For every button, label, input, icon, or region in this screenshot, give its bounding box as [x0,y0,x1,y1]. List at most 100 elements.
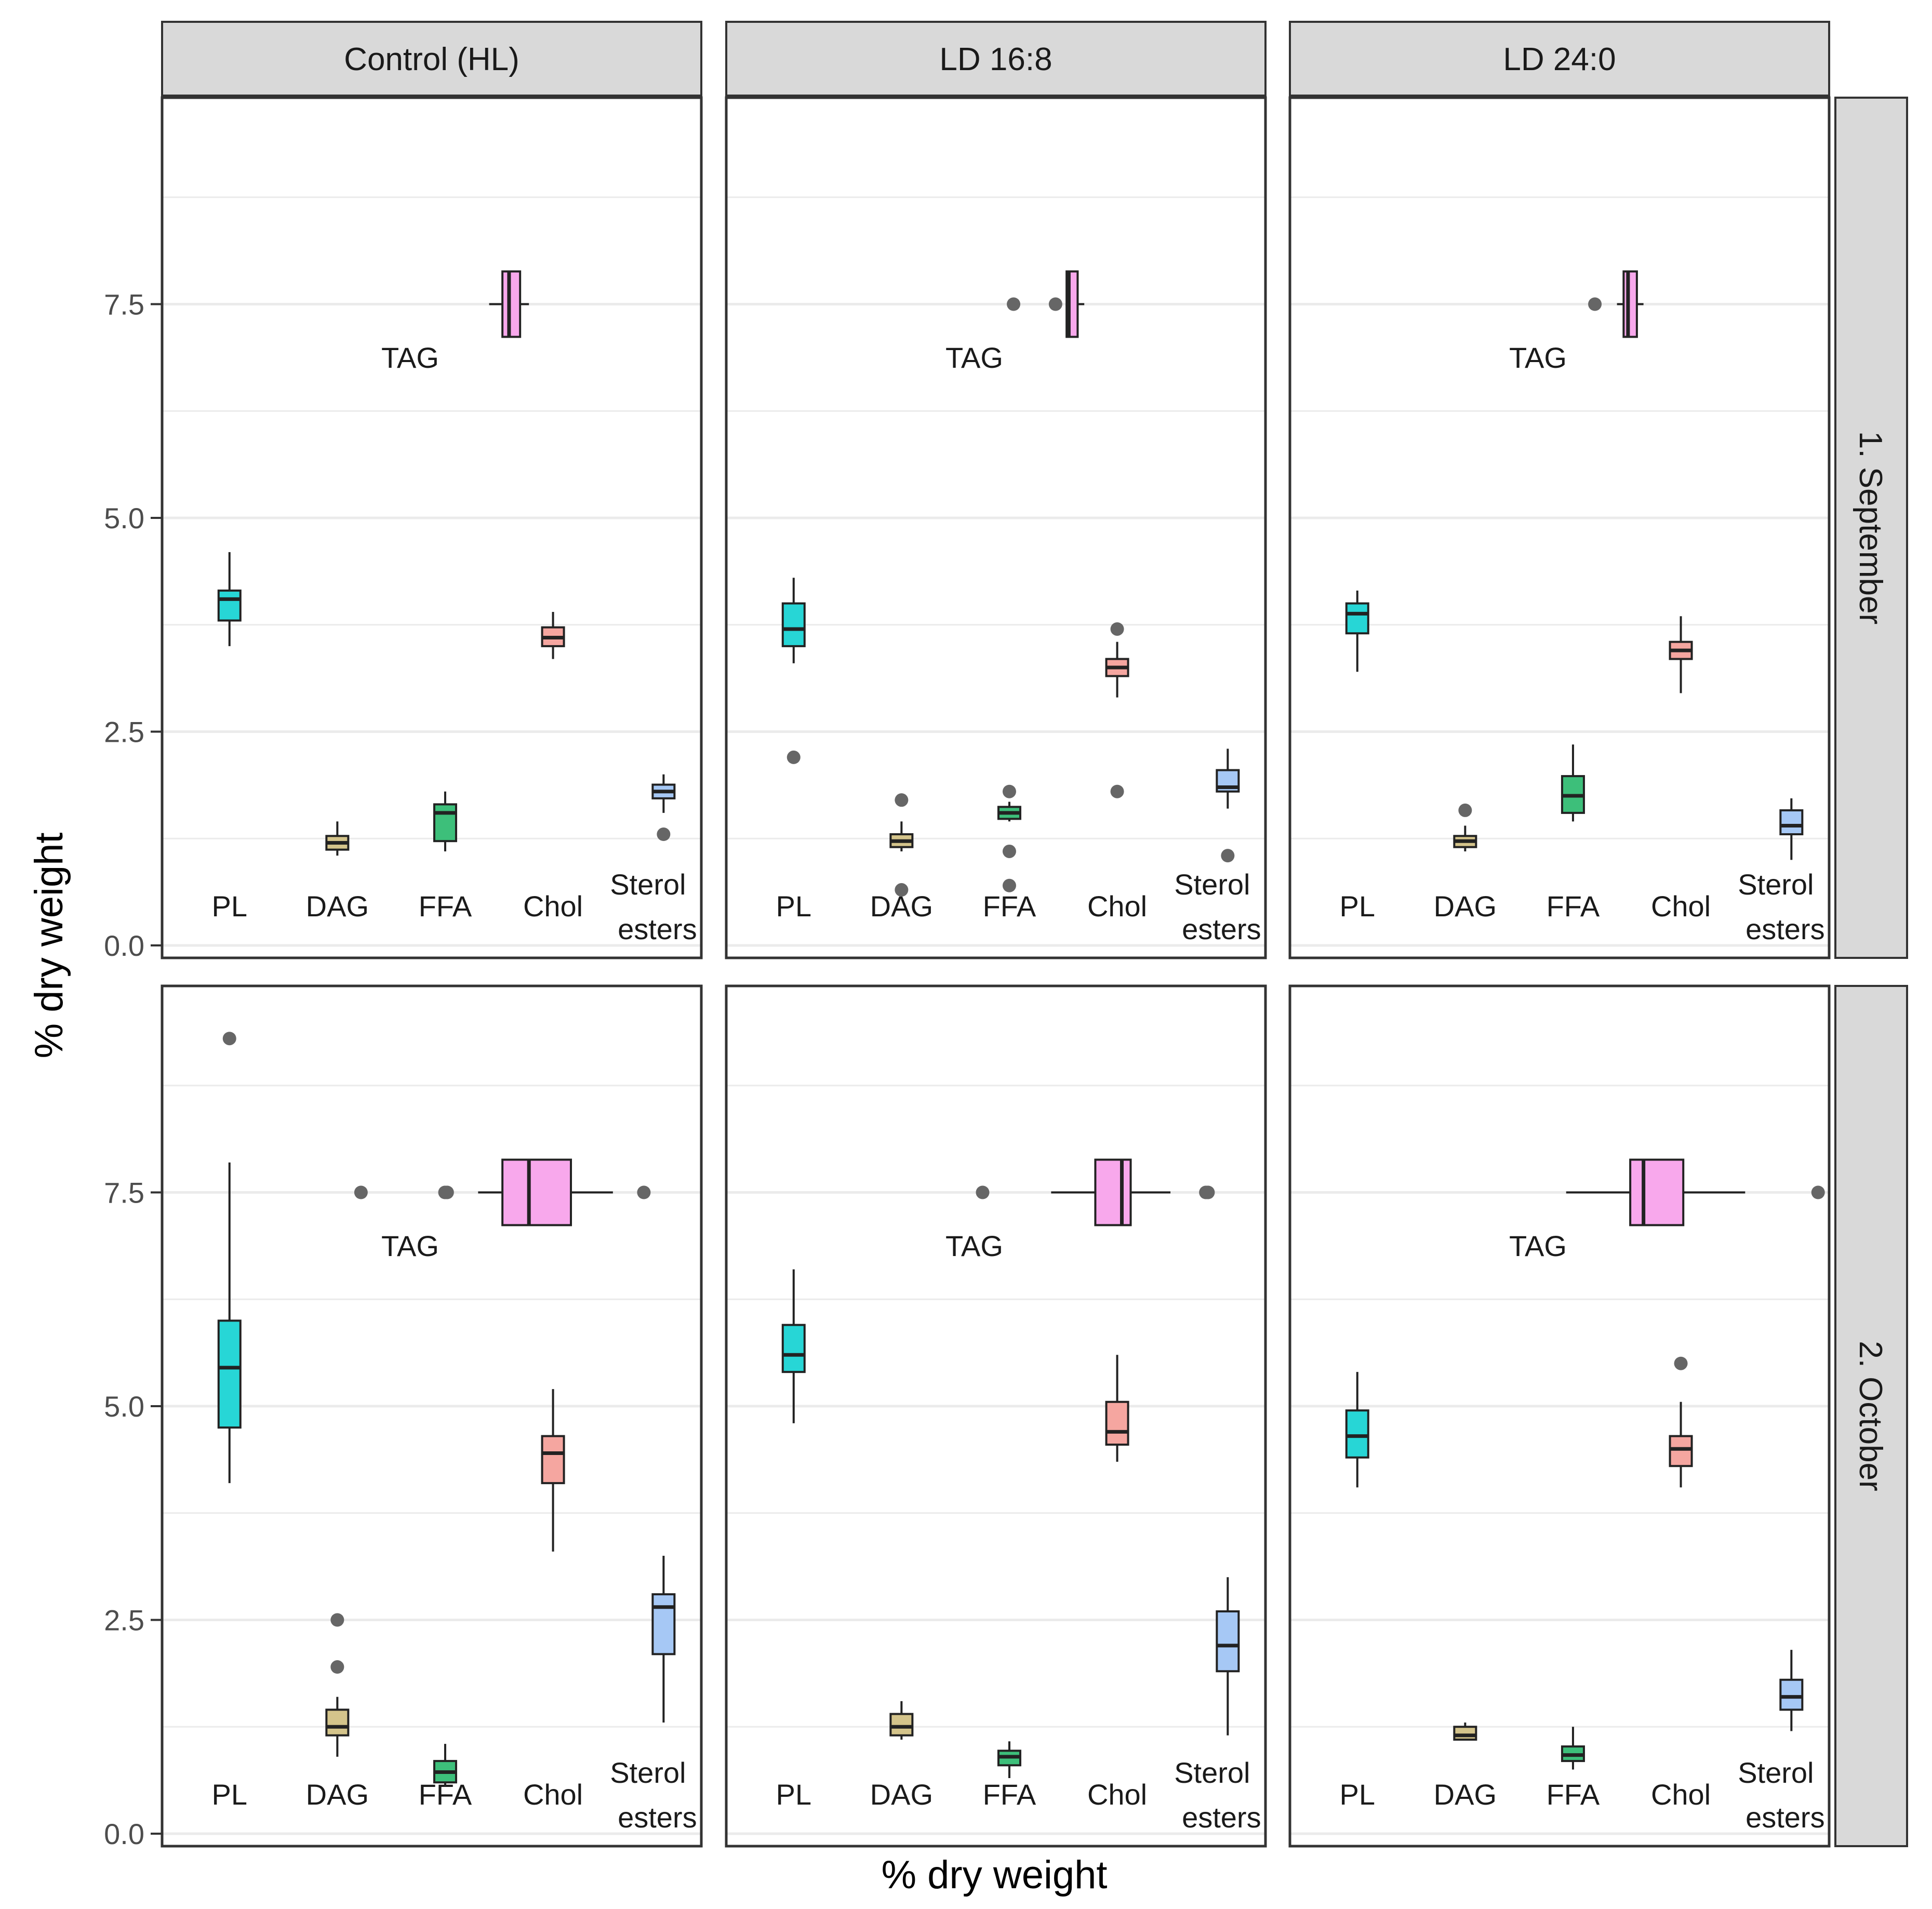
category-label: DAG [306,1778,369,1811]
outlier-point [330,1613,344,1627]
box-body [651,1593,676,1656]
box-body [217,589,242,622]
tag-outlier-point [440,1185,454,1199]
outlier-point [1002,784,1016,798]
facet-column-label: Control (HL) [344,42,519,77]
facet-strip-row [1834,97,1908,959]
box-body [217,1319,242,1429]
panel-background [1290,98,1829,958]
category-label: Chol [1087,890,1147,923]
category-label: DAG [1434,1778,1497,1811]
box-body [781,1324,806,1373]
category-label: Sterol [1174,868,1250,901]
category-label: Chol [1651,890,1711,923]
panel-background [726,98,1265,958]
panel-border [1288,984,1831,1848]
outlier-point [895,883,909,897]
tag-outlier-point [1811,1185,1825,1199]
category-label: esters [618,1801,697,1834]
box-body [433,803,457,843]
panel-border [161,96,703,959]
outlier-point [222,1032,236,1046]
box-body [1453,1726,1477,1741]
outlier-point [1002,844,1016,858]
facet-row-label: 2. October [1853,1341,1888,1491]
tag-outlier-point [1588,297,1602,311]
category-label: Sterol [1738,868,1814,901]
tag-box-body [1094,1158,1132,1226]
panel-background [726,986,1265,1846]
box-body [1669,1435,1693,1467]
category-label: DAG [870,1778,933,1811]
box-body [1345,602,1369,635]
panel-background [162,986,701,1846]
panel-background [1290,986,1829,1846]
facet-strip-row [1834,985,1908,1847]
category-label: Sterol [610,868,686,901]
y-tick-label: 2.5 [104,716,144,749]
y-tick-label: 0.0 [104,1818,144,1850]
tag-label: TAG [381,1230,439,1262]
facet-panel: PL DAG FFA Chol Sterol esters TAG [1288,96,1831,959]
tag-label: TAG [1509,341,1567,374]
box-body [889,1713,914,1737]
tag-outlier-point [1007,297,1021,311]
category-label: PL [776,890,812,923]
tag-box-body [501,1158,572,1226]
box-body [325,1708,350,1737]
tag-box-body [1622,270,1638,338]
outlier-point [657,827,671,842]
category-label: PL [1340,890,1376,923]
tag-label: TAG [381,341,439,374]
category-label: Sterol [610,1756,686,1789]
tag-outlier-point [354,1185,368,1199]
category-label: esters [1746,913,1825,945]
outlier-point [1221,849,1235,863]
outlier-point [330,1660,344,1674]
category-label: Sterol [1738,1756,1814,1789]
panel-background [162,98,701,958]
box-body [1216,1610,1240,1673]
tag-outlier-point [1048,297,1062,311]
tag-label: TAG [945,341,1003,374]
y-tick-label: 2.5 [104,1604,144,1637]
facet-strip-column [161,21,702,97]
outlier-point [895,793,909,807]
panel-border [1288,96,1831,959]
outlier-point [1674,1356,1688,1370]
category-label: Chol [523,1778,583,1811]
tag-box-body [501,270,522,338]
facet-column-label: LD 16:8 [939,42,1052,77]
x-axis-title: % dry weight [881,1853,1107,1897]
y-tick-label: 5.0 [104,1390,144,1423]
category-label: DAG [1434,890,1497,923]
box-body [1779,809,1804,836]
panel-border [161,984,703,1848]
category-label: Sterol [1174,1756,1250,1789]
tag-box-body [1629,1158,1685,1226]
category-label: esters [1746,1801,1825,1834]
y-tick-label: 7.5 [104,1177,144,1209]
box-body [1105,1400,1129,1446]
category-label: FFA [983,890,1036,923]
category-label: Chol [523,890,583,923]
y-tick-label: 7.5 [104,288,144,321]
category-label: PL [212,1778,248,1811]
outlier-point [1110,622,1124,636]
category-label: PL [212,890,248,923]
category-label: Chol [1651,1778,1711,1811]
box-body [1779,1678,1804,1711]
category-label: esters [618,913,697,945]
panel-border [725,96,1267,959]
category-label: Chol [1087,1778,1147,1811]
outlier-point [1458,803,1472,817]
category-label: FFA [1547,890,1600,923]
panel-border [725,984,1267,1848]
y-axis-title: % dry weight [27,832,71,1058]
category-label: FFA [1547,1778,1600,1811]
category-label: FFA [419,890,472,923]
tag-outlier-point [1201,1185,1215,1199]
tag-label: TAG [945,1230,1003,1262]
tag-outlier-point [976,1185,990,1199]
